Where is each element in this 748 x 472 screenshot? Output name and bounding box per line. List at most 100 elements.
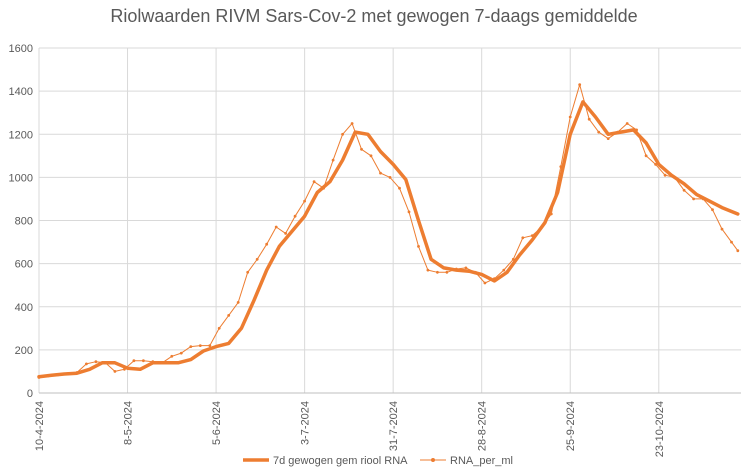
data-point <box>464 266 468 270</box>
data-point <box>654 163 657 166</box>
data-point <box>293 214 297 218</box>
data-point <box>104 361 107 365</box>
x-tick-label: 5-6-2024 <box>211 401 223 445</box>
data-point <box>474 270 477 274</box>
data-point <box>625 122 629 125</box>
data-point <box>142 359 145 363</box>
data-point <box>559 165 563 169</box>
data-point <box>198 344 202 347</box>
data-point <box>227 314 231 317</box>
data-point <box>132 359 136 363</box>
data-point <box>274 225 278 229</box>
data-point <box>455 267 458 271</box>
data-point <box>597 130 601 134</box>
y-tick-label: 0 <box>27 388 33 400</box>
y-tick-label: 600 <box>15 259 33 271</box>
data-point <box>331 158 335 162</box>
data-point <box>75 371 79 374</box>
data-point <box>720 227 724 231</box>
data-point <box>189 345 193 348</box>
data-point <box>644 154 648 158</box>
data-point <box>511 257 515 261</box>
data-point <box>236 301 240 304</box>
data-point <box>445 270 449 274</box>
data-point <box>730 240 733 244</box>
data-point <box>483 281 487 285</box>
y-tick-label: 800 <box>15 216 33 228</box>
x-tick-label: 3-7-2024 <box>300 401 312 445</box>
y-tick-label: 1400 <box>9 86 33 98</box>
data-point <box>350 122 354 125</box>
y-tick-label: 1200 <box>9 129 33 141</box>
data-point <box>303 199 306 203</box>
data-point <box>312 180 316 184</box>
x-tick-label: 10-4-2024 <box>34 401 46 451</box>
data-point <box>208 344 212 347</box>
data-point <box>322 186 325 190</box>
data-point <box>360 147 363 151</box>
data-point <box>540 225 544 229</box>
y-tick-label: 1600 <box>9 43 33 55</box>
data-point <box>85 362 88 366</box>
data-point <box>369 154 373 158</box>
data-point <box>606 137 610 141</box>
x-tick-label: 31-7-2024 <box>388 401 400 451</box>
y-tick-label: 1000 <box>9 172 33 184</box>
data-point <box>66 372 69 375</box>
data-point <box>493 277 496 281</box>
data-point <box>635 128 638 132</box>
data-point <box>682 188 686 192</box>
data-point <box>521 236 525 240</box>
data-point <box>530 234 534 238</box>
legend-marker-rna <box>431 458 435 462</box>
data-point <box>37 376 41 379</box>
data-point <box>578 83 582 87</box>
data-point <box>56 373 60 377</box>
grid-layer <box>38 47 741 394</box>
data-point <box>701 197 705 201</box>
data-point <box>113 370 117 373</box>
data-point <box>673 176 676 179</box>
data-point <box>179 351 183 355</box>
x-tick-label: 8-5-2024 <box>123 401 135 445</box>
data-point <box>398 186 401 190</box>
legend-label-7d-avg: 7d gewogen gem riool RNA <box>273 455 408 467</box>
data-point <box>255 257 259 261</box>
data-point <box>217 326 221 330</box>
y-tick-label: 200 <box>15 345 33 357</box>
data-point <box>549 212 553 216</box>
data-point <box>265 242 269 246</box>
chart-title: Riolwaarden RIVM Sars-Cov-2 met gewogen … <box>110 6 638 26</box>
legend: 7d gewogen gem riool RNA RNA_per_ml <box>243 455 513 467</box>
data-point <box>388 176 392 179</box>
data-point <box>692 197 695 201</box>
data-point <box>711 208 714 212</box>
tick-layer: 0 200 400 600 800 1000 1200 1400 1600 10-4-2024 8-… <box>9 43 666 457</box>
data-point <box>379 171 382 175</box>
data-point <box>160 361 164 365</box>
data-point <box>284 232 287 235</box>
data-point <box>417 245 420 248</box>
data-point <box>568 115 572 119</box>
series-layer <box>37 83 740 379</box>
x-tick-label: 28-8-2024 <box>477 401 489 451</box>
x-tick-label: 23-10-2024 <box>654 401 666 457</box>
data-point <box>736 249 740 253</box>
series-line-7d-avg <box>37 100 740 379</box>
data-point <box>426 268 430 272</box>
data-point <box>663 173 667 177</box>
data-point <box>47 374 50 378</box>
x-tick-label: 25-9-2024 <box>565 401 577 451</box>
data-point <box>123 367 126 371</box>
data-point <box>341 132 344 136</box>
data-point <box>502 268 506 272</box>
data-point <box>246 270 250 274</box>
data-point <box>587 117 591 121</box>
data-point <box>151 360 155 364</box>
y-tick-label: 400 <box>15 302 33 314</box>
data-point <box>170 354 174 358</box>
legend-label-rna: RNA_per_ml <box>450 455 513 467</box>
data-point <box>407 210 411 214</box>
